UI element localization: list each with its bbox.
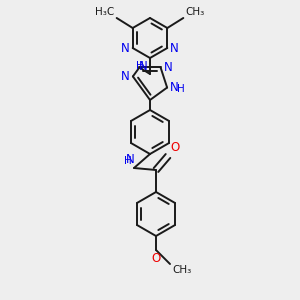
Text: N: N bbox=[170, 41, 179, 55]
Text: N: N bbox=[170, 81, 179, 94]
Text: N: N bbox=[121, 41, 130, 55]
Text: N: N bbox=[126, 153, 135, 166]
Text: N: N bbox=[164, 61, 172, 74]
Text: CH₃: CH₃ bbox=[172, 265, 191, 275]
Text: H: H bbox=[136, 61, 144, 71]
Text: H: H bbox=[177, 84, 185, 94]
Text: H₃C: H₃C bbox=[95, 7, 115, 17]
Text: CH₃: CH₃ bbox=[185, 7, 205, 17]
Text: O: O bbox=[152, 252, 160, 265]
Text: N: N bbox=[121, 70, 130, 83]
Text: N: N bbox=[139, 59, 148, 73]
Text: H: H bbox=[124, 156, 132, 166]
Text: O: O bbox=[170, 141, 179, 154]
